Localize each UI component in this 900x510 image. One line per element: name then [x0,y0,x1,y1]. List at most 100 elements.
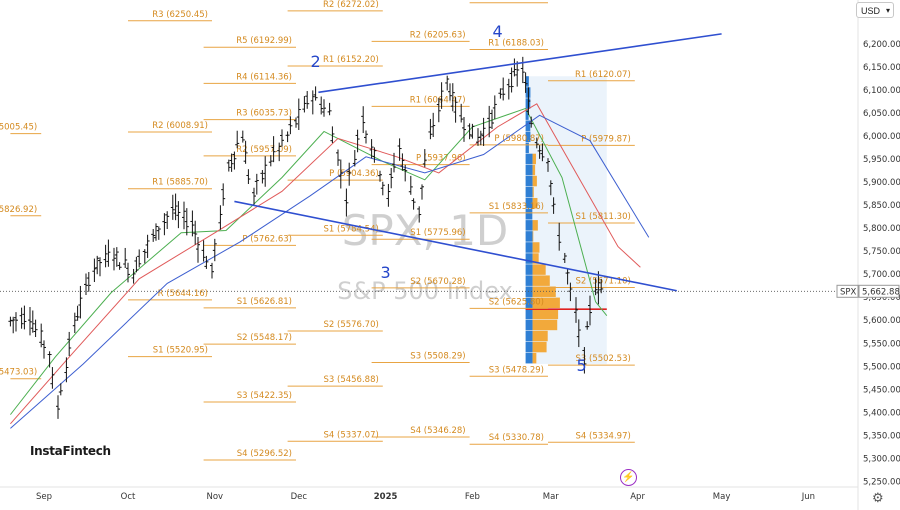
lightning-icon[interactable]: ⚡ [620,469,637,486]
volume-bar [525,109,529,120]
pivot-label: P (5979.87) [581,134,631,144]
volume-bar [532,164,536,176]
pivot-label: S1 (5626.81) [237,297,292,307]
y-tick-label: 6,200.00 [863,40,900,50]
volume-bar [532,264,546,275]
pivot-label: (5826.92) [0,205,37,215]
pivot-label: R2 (6008.91) [152,121,208,131]
watermark-ticker: SPX, 1D [342,206,509,255]
brand-logo: InstaFintech [30,444,111,458]
pivot-label: S2 (5548.17) [237,333,292,343]
moving-average-line [10,103,641,425]
volume-bar [532,286,556,297]
y-tick-label: 5,300.00 [863,454,900,464]
volume-bar [525,242,533,253]
trendline-lower [234,200,677,292]
y-tick-label: 5,850.00 [863,201,900,211]
x-tick-label: Oct [121,492,136,502]
pivot-label: S3 (5422.35) [237,391,292,401]
y-tick-label: 5,950.00 [863,155,900,165]
y-tick-label: 5,750.00 [863,247,900,257]
volume-bar [532,220,538,231]
volume-bar [525,197,533,209]
pivot-label: R3 (6250.45) [152,10,208,20]
pivot-label: S3 (5502.53) [576,354,631,364]
volume-bar [532,175,537,187]
volume-bar [525,275,533,286]
volume-bar [525,297,533,309]
volume-bar [525,220,533,231]
volume-bar [525,175,533,187]
y-tick-label: 5,900.00 [863,178,900,188]
volume-bar [525,76,529,87]
volume-bar [532,330,548,342]
volume-bar [525,319,533,331]
gear-icon[interactable]: ⚙ [872,490,884,505]
wave-label: 4 [493,22,503,41]
pivot-label: P (5937.96) [416,154,466,164]
volume-bar [532,352,537,364]
y-tick-label: 5,550.00 [863,339,900,349]
pivot-label: S4 (5334.97) [576,431,631,441]
x-tick-label: Nov [207,492,224,502]
chevron-down-icon: ▾ [885,6,890,15]
y-tick-label: 5,650.00 [863,293,900,303]
x-tick-label: Mar [543,492,560,502]
y-tick-label: 5,700.00 [863,270,900,280]
pivot-label: R2 (6205.63) [410,30,466,40]
volume-bar [532,197,538,209]
currency-label: USD [861,6,881,16]
volume-bar [525,142,529,154]
pivot-label: R4 (6114.36) [236,72,292,82]
y-tick-label: 5,500.00 [863,362,900,372]
y-tick-label: 6,150.00 [863,63,900,73]
volume-bar [532,319,558,331]
volume-bar [532,297,560,309]
volume-bar [525,131,531,143]
pivot-label: S3 (5508.29) [410,351,465,361]
x-tick-label: Feb [465,492,480,502]
wave-label: 2 [311,52,321,71]
pivot-label: R1 (6120.07) [575,70,631,80]
price-tag-value: 5,662.88 [862,287,900,297]
pivot-label: S4 (5296.52) [237,449,292,459]
y-tick-label: 5,800.00 [863,224,900,234]
wave-label: 3 [381,263,391,282]
volume-bar [525,164,533,176]
pivot-label: S2 (5576.70) [324,320,379,330]
pivot-label: S1 (5775.96) [410,228,465,238]
y-tick-label: 5,350.00 [863,431,900,441]
pivot-label: R1 (6064.47) [410,95,466,105]
currency-selector[interactable]: USD ▾ [856,2,894,18]
pivot-label: (5005.45) [0,123,37,133]
x-tick-label: Dec [291,492,308,502]
x-tick-label: Sep [36,492,52,502]
volume-bar [525,231,533,242]
pivot-label: R5 (6192.99) [236,36,292,46]
price-tag-symbol-box [836,284,859,298]
volume-bar [532,253,539,264]
pivot-label: S1 (5784.54) [324,224,379,234]
volume-bar [532,186,534,198]
trendline-upper [318,33,722,94]
pivot-label: R1 (6152.20) [323,55,379,65]
pivot-label: R2 (6272.02) [323,0,379,10]
volume-bar [525,120,531,131]
volume-bar [532,275,550,286]
volume-bar [525,264,533,275]
pivot-label: P (5762.63) [242,234,292,244]
x-tick-label: Apr [630,492,645,502]
volume-bar [525,308,533,320]
volume-bar [525,209,533,220]
pivot-label: S4 (5330.78) [489,433,544,443]
moving-average-line [10,107,608,415]
x-tick-label: 2025 [374,492,398,502]
pivot-label: R1 (5885.70) [152,178,208,188]
price-tag-symbol: SPX [840,287,857,297]
x-tick-label: May [713,492,731,502]
pivot-label: R2 (6289.64) [488,0,544,2]
pivot-label: S2 (5671.10) [576,277,631,287]
y-tick-label: 6,000.00 [863,132,900,142]
